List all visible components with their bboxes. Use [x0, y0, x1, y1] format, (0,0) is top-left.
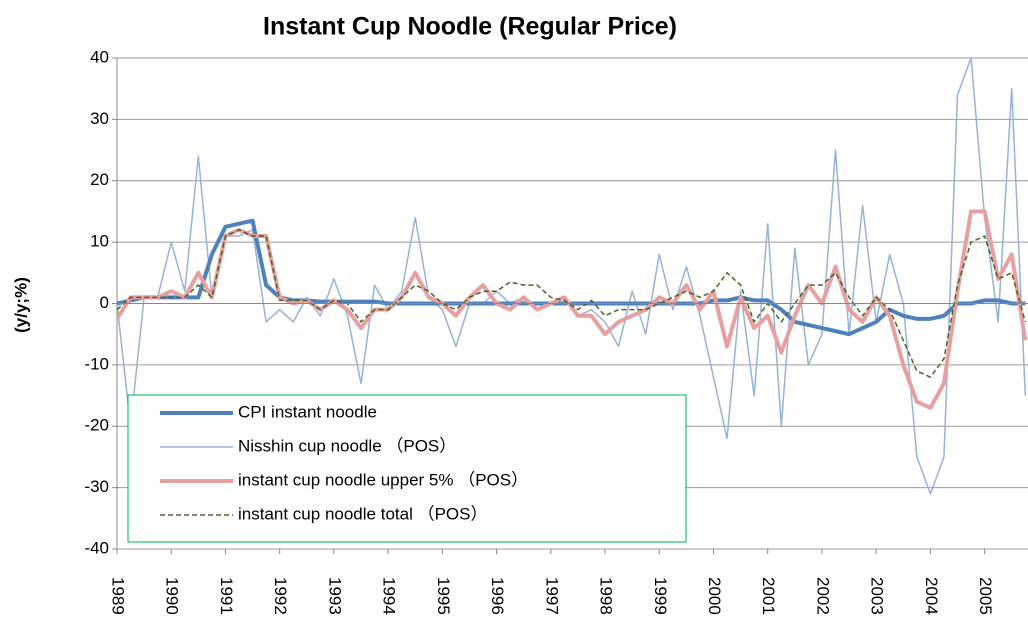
legend-label: CPI instant noodle: [238, 402, 377, 421]
x-tick-label: 2005: [976, 577, 995, 615]
y-tick-label: -10: [84, 354, 109, 373]
x-tick-label: 1995: [434, 577, 453, 615]
y-tick-label: 40: [90, 47, 109, 66]
y-tick-label: 0: [100, 293, 109, 312]
x-tick-label: 1991: [217, 577, 236, 615]
y-tick-label: 30: [90, 109, 109, 128]
x-tick-label: 1996: [488, 577, 507, 615]
series-line: [117, 229, 1027, 378]
x-tick-label: 2002: [813, 577, 832, 615]
x-tick-label: 2001: [759, 577, 778, 615]
y-tick-label: -20: [84, 416, 109, 435]
legend-label: instant cup noodle total （POS）: [238, 504, 487, 523]
x-tick-label: 1992: [271, 577, 290, 615]
x-tick-label: 1990: [163, 577, 182, 615]
y-axis-label: (y/y;%): [11, 277, 30, 333]
x-tick-label: 1999: [651, 577, 670, 615]
y-tick-label: 20: [90, 170, 109, 189]
x-tick-label: 1997: [542, 577, 561, 615]
x-tick-label: 1993: [325, 577, 344, 615]
y-tick-label: -40: [84, 538, 109, 557]
x-tick-label: 1998: [597, 577, 616, 615]
legend-label: Nisshin cup noodle （POS）: [238, 436, 456, 455]
x-tick-label: 1989: [109, 577, 128, 615]
x-tick-label: 2000: [705, 577, 724, 615]
legend-label: instant cup noodle upper 5% （POS）: [238, 470, 528, 489]
x-tick-label: 1994: [380, 577, 399, 615]
y-tick-label: 10: [90, 232, 109, 251]
x-tick-label: 2003: [868, 577, 887, 615]
chart-title: Instant Cup Noodle (Regular Price): [263, 13, 677, 41]
legend-box: [127, 394, 687, 543]
y-tick-label: -30: [84, 477, 109, 496]
x-tick-label: 2004: [922, 577, 941, 615]
